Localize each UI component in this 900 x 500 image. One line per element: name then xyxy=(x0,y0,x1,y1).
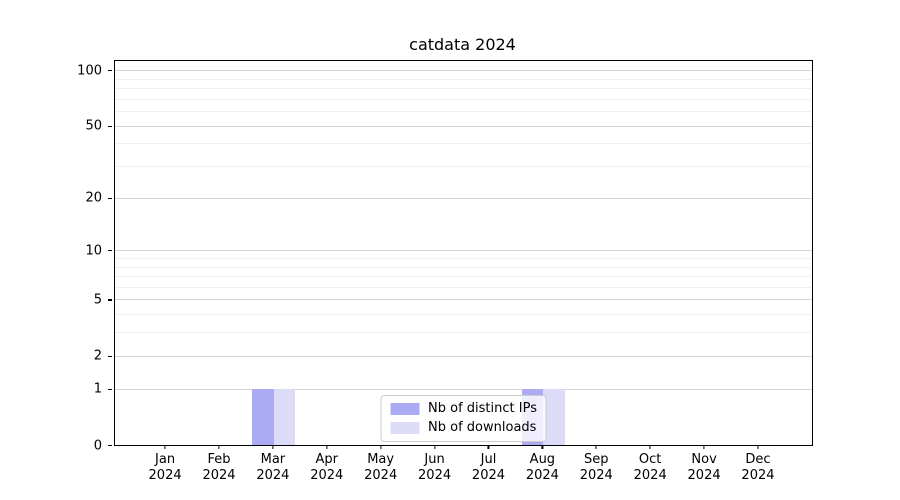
gridline-minor xyxy=(115,111,812,113)
x-axis: Jan 2024 Feb 2024 Mar 2024 Apr 2024 May 2024 Jun 20… xyxy=(114,445,811,500)
gridline-minor xyxy=(115,314,812,316)
x-tick-label: Mar 2024 xyxy=(256,452,290,483)
legend-item-distinct-ips: Nb of distinct IPs xyxy=(390,401,537,416)
y-tick-label: 20 xyxy=(85,190,102,206)
x-tick-label: Feb 2024 xyxy=(202,452,236,483)
gridline-major xyxy=(115,125,812,127)
x-tick-mark xyxy=(595,445,597,449)
y-tick-label: 10 xyxy=(85,243,102,259)
legend: Nb of distinct IPs Nb of downloads xyxy=(380,395,547,442)
gridline-minor xyxy=(115,143,812,145)
gridline-minor xyxy=(115,98,812,100)
x-tick-label: Apr 2024 xyxy=(310,452,344,483)
legend-swatch-downloads xyxy=(390,421,420,434)
x-tick-mark xyxy=(757,445,759,449)
bar-downloads-aug xyxy=(543,388,565,445)
y-tick-label: 1 xyxy=(93,381,102,397)
x-tick-mark xyxy=(272,445,274,449)
gridline-minor xyxy=(115,332,812,334)
y-tick-mark xyxy=(108,388,112,390)
x-tick-mark xyxy=(380,445,382,449)
x-tick-label: Nov 2024 xyxy=(687,452,721,483)
bar-distinct-ips-mar xyxy=(252,388,274,445)
y-axis: 0 1 2 5 10 20 50 100 xyxy=(0,60,114,453)
y-tick-label: 5 xyxy=(93,292,102,308)
x-tick-mark xyxy=(487,445,490,449)
x-tick-mark xyxy=(541,445,543,449)
x-tick-mark xyxy=(433,445,436,449)
gridline-minor xyxy=(115,276,812,278)
gridline-minor xyxy=(115,257,812,259)
y-tick-mark xyxy=(108,250,112,252)
x-tick-label: Jul 2024 xyxy=(471,452,506,483)
y-tick-mark xyxy=(108,125,112,127)
legend-label-distinct-ips: Nb of distinct IPs xyxy=(428,401,537,416)
y-tick-mark xyxy=(108,355,112,357)
y-tick-label: 0 xyxy=(93,438,102,453)
bars-layer xyxy=(115,61,812,445)
gridline-major xyxy=(115,197,812,199)
legend-swatch-distinct-ips xyxy=(390,402,420,415)
gridline-minor xyxy=(115,88,812,90)
legend-label-downloads: Nb of downloads xyxy=(428,420,537,435)
x-tick-label: Oct 2024 xyxy=(633,452,667,483)
y-tick-label: 50 xyxy=(85,118,102,134)
gridline-major xyxy=(115,70,812,72)
bar-downloads-mar xyxy=(273,388,296,445)
y-tick-mark xyxy=(108,445,112,447)
gridline-major xyxy=(115,250,812,252)
y-tick-label: 100 xyxy=(77,63,102,79)
x-tick-mark xyxy=(218,445,220,449)
gridline-minor xyxy=(115,266,812,268)
x-tick-mark xyxy=(164,445,166,449)
x-tick-label: May 2024 xyxy=(364,452,398,483)
x-tick-mark xyxy=(326,445,328,449)
chart-title: catdata 2024 xyxy=(409,35,516,54)
y-tick-mark xyxy=(108,197,112,199)
x-tick-label: Jun 2024 xyxy=(418,452,452,483)
gridline-minor xyxy=(115,286,812,288)
x-tick-label: Dec 2024 xyxy=(741,452,775,483)
gridline-major xyxy=(115,388,812,390)
x-tick-label: Aug 2024 xyxy=(525,452,559,483)
x-tick-mark xyxy=(703,445,705,449)
y-tick-mark xyxy=(108,299,112,301)
gridline-major xyxy=(115,299,812,301)
x-tick-mark xyxy=(649,445,651,449)
gridline-minor xyxy=(115,78,812,80)
gridline-minor xyxy=(115,166,812,168)
plot-area: Nb of distinct IPs Nb of downloads xyxy=(114,60,813,446)
x-tick-label: Jan 2024 xyxy=(148,452,182,483)
grid-layer xyxy=(115,61,812,445)
x-tick-label: Sep 2024 xyxy=(579,452,613,483)
gridline-major xyxy=(115,355,812,357)
y-tick-mark xyxy=(108,70,112,72)
legend-item-downloads: Nb of downloads xyxy=(390,420,537,435)
y-tick-label: 2 xyxy=(93,348,102,364)
